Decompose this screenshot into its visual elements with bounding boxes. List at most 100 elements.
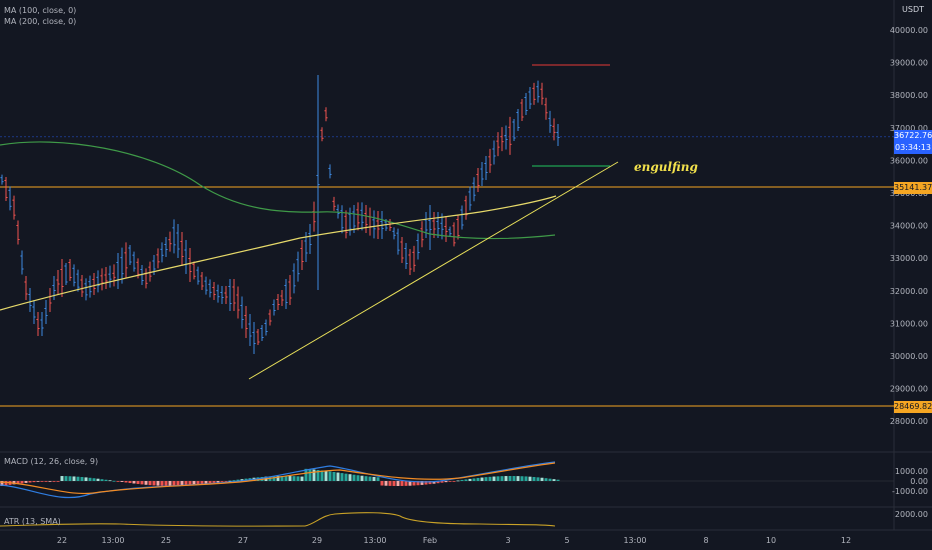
macd-histogram-bar — [348, 474, 352, 481]
macd-histogram-bar — [100, 479, 104, 481]
last-price-tag: 36722.76 — [894, 130, 932, 142]
macd-histogram-bar — [88, 477, 92, 481]
macd-histogram-bar — [540, 477, 544, 481]
macd-histogram-bar — [116, 481, 120, 482]
macd-histogram-bar — [552, 479, 556, 481]
macd-histogram-bar — [20, 481, 24, 484]
macd-histogram-bar — [488, 476, 492, 481]
macd-histogram-bar — [28, 481, 32, 483]
macd-histogram-bar — [160, 481, 164, 486]
macd-histogram-bar — [396, 481, 400, 486]
ma200-line — [0, 195, 557, 311]
macd-histogram-bar — [284, 476, 288, 481]
macd-histogram-bar — [344, 473, 348, 481]
macd-histogram-bar — [24, 481, 28, 483]
time-tick-label: 25 — [161, 536, 171, 545]
macd-histogram-bar — [228, 480, 232, 482]
macd-histogram-bar — [124, 481, 128, 483]
macd-histogram-bar — [380, 481, 384, 486]
macd-histogram-bar — [420, 481, 424, 485]
macd-histogram-bar — [516, 476, 520, 481]
macd-histogram-bar — [312, 469, 316, 481]
macd-histogram-bar — [464, 479, 468, 481]
price-tick-label: 37000.00 — [890, 124, 928, 133]
macd-histogram-bar — [424, 481, 428, 485]
support-tag: 28469.82 — [894, 401, 932, 413]
macd-histogram-bar — [368, 476, 372, 481]
macd-histogram-bar — [504, 476, 508, 481]
macd-histogram-bar — [140, 481, 144, 485]
time-tick-label: 22 — [57, 536, 67, 545]
macd-histogram-bar — [476, 477, 480, 481]
macd-histogram-bar — [184, 481, 188, 486]
macd-histogram-bar — [232, 480, 236, 481]
macd-tick-label: 0.00 — [910, 477, 928, 486]
macd-histogram-bar — [556, 479, 560, 481]
macd-histogram-bar — [76, 476, 80, 481]
macd-histogram-bar — [236, 479, 240, 481]
macd-histogram-bar — [216, 481, 220, 483]
macd-histogram-bar — [416, 481, 420, 486]
ma200-legend[interactable]: MA (200, close, 0) — [4, 17, 77, 26]
macd-histogram-bar — [224, 481, 228, 482]
atr-legend[interactable]: ATR (13, SMA) — [4, 517, 61, 526]
macd-tick-label: -1000.00 — [892, 487, 928, 496]
macd-histogram-bar — [364, 476, 368, 481]
macd-histogram-bar — [548, 478, 552, 481]
macd-histogram-bar — [300, 476, 304, 481]
ma100-line — [0, 141, 556, 240]
macd-histogram-bar — [544, 478, 548, 481]
macd-histogram-bar — [192, 481, 196, 486]
macd-histogram-bar — [492, 476, 496, 481]
macd-legend[interactable]: MACD (12, 26, close, 9) — [4, 457, 99, 466]
macd-histogram-bar — [136, 481, 140, 484]
macd-histogram-bar — [196, 481, 200, 485]
macd-histogram-bar — [60, 476, 64, 481]
macd-histogram-bar — [16, 481, 20, 484]
macd-histogram-bar — [444, 481, 448, 483]
macd-histogram-bar — [512, 476, 516, 481]
macd-histogram-bar — [292, 476, 296, 481]
macd-histogram-bar — [48, 481, 52, 482]
macd-histogram-bar — [204, 481, 208, 484]
signal-line — [0, 462, 556, 495]
macd-histogram-bar — [500, 476, 504, 481]
macd-histogram-bar — [44, 481, 48, 482]
macd-histogram-bar — [536, 477, 540, 481]
macd-histogram-bar — [280, 476, 284, 481]
price-tick-label: 36000.00 — [890, 156, 928, 165]
time-tick-label: 29 — [312, 536, 322, 545]
time-tick-label: 13:00 — [101, 536, 124, 545]
macd-histogram-bar — [240, 479, 244, 481]
macd-histogram-bar — [92, 478, 96, 481]
engulfing-annotation[interactable]: engulfing — [634, 160, 698, 174]
macd-histogram-bar — [72, 476, 76, 481]
macd-histogram-bar — [128, 481, 132, 484]
ma100-legend[interactable]: MA (100, close, 0) — [4, 6, 77, 15]
price-tick-label: 40000.00 — [890, 26, 928, 35]
macd-histogram-bar — [276, 476, 280, 481]
atr-line — [0, 512, 556, 527]
price-tick-label: 29000.00 — [890, 385, 928, 394]
macd-histogram-bar — [148, 481, 152, 486]
macd-tick-label: 1000.00 — [895, 467, 928, 476]
time-tick-label: 8 — [703, 536, 708, 545]
macd-histogram-bar — [448, 481, 452, 482]
macd-histogram-bar — [428, 481, 432, 485]
macd-histogram-bar — [188, 481, 192, 486]
macd-histogram-bar — [452, 481, 456, 482]
currency-label[interactable]: USDT — [902, 5, 924, 14]
macd-histogram-bar — [352, 474, 356, 481]
macd-histogram-bar — [220, 481, 224, 482]
macd-histogram-bar — [64, 476, 68, 481]
macd-histogram-bar — [340, 473, 344, 481]
macd-histogram-bar — [520, 476, 524, 481]
macd-histogram-bar — [372, 476, 376, 481]
time-tick-label: 27 — [238, 536, 248, 545]
macd-histogram-bar — [96, 478, 100, 481]
macd-histogram-bar — [360, 475, 364, 481]
resistance-tag: 35141.37 — [894, 182, 932, 194]
macd-histogram-bar — [32, 481, 36, 483]
macd-histogram-bar — [68, 476, 72, 481]
